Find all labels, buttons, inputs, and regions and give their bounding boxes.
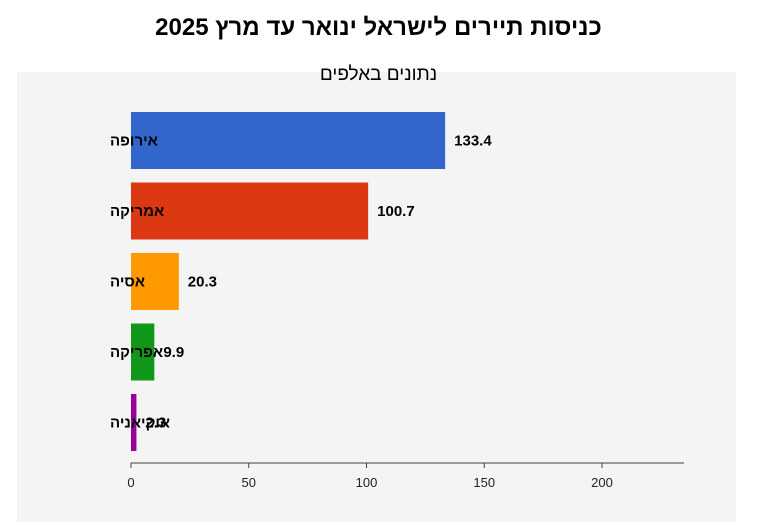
- bar-2: [131, 253, 179, 310]
- x-tick-label-1: 50: [242, 475, 256, 490]
- category-label-1: אמריקה: [110, 203, 164, 220]
- bar-3: [131, 323, 155, 381]
- value-label-3: 9.9: [163, 344, 184, 361]
- value-label-0: 133.4: [454, 133, 492, 150]
- chart-title: כניסות תיירים לישראל ינואר עד מרץ 2025: [155, 14, 602, 41]
- x-tick-label-4: 200: [591, 475, 613, 490]
- bar-4: [131, 394, 137, 451]
- value-label-1: 100.7: [377, 203, 415, 220]
- x-tick-label-0: 0: [127, 475, 134, 490]
- category-label-4: אוקיאניה: [110, 415, 170, 432]
- value-label-2: 20.3: [188, 274, 217, 291]
- bar-1: [131, 182, 369, 240]
- category-label-0: אירופה: [110, 133, 158, 150]
- chart-subtitle: נתונים באלפים: [319, 64, 438, 85]
- bar-0: [131, 112, 446, 169]
- x-tick-label-2: 100: [356, 475, 378, 490]
- x-axis: 0 50 100 150 200: [127, 462, 684, 490]
- x-tick-label-3: 150: [473, 475, 495, 490]
- category-label-2: אסיה: [110, 274, 145, 291]
- value-label-4: 2.3: [145, 415, 166, 432]
- category-label-3: אפריקה: [110, 344, 163, 361]
